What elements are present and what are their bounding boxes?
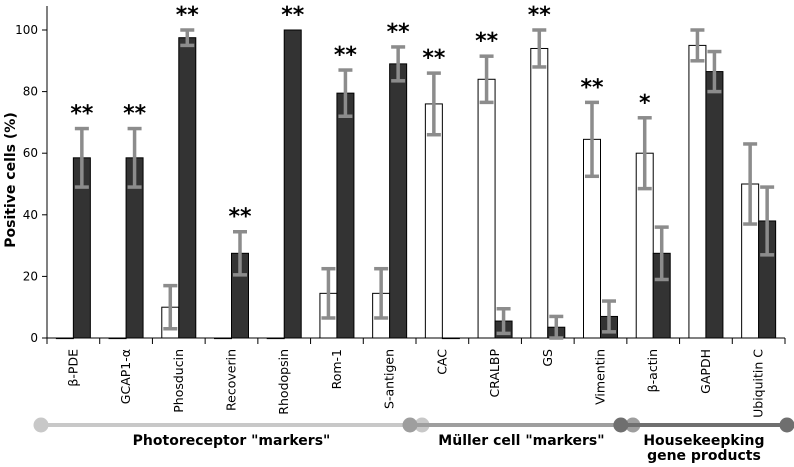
group-label: Müller cell "markers" bbox=[438, 433, 604, 449]
significance-marker: * bbox=[639, 91, 651, 116]
significance-markers: ** ********************* bbox=[70, 3, 651, 230]
y-tick-label: 100 bbox=[15, 23, 38, 37]
category-label: Phosducin bbox=[171, 349, 186, 413]
bar bbox=[283, 29, 302, 339]
bar bbox=[424, 103, 443, 339]
bar bbox=[705, 71, 724, 339]
bars bbox=[55, 29, 777, 340]
significance-marker: ** bbox=[228, 205, 252, 230]
category-labels: β-PDE GCAP1-α Phosducin Recoverin Rhodopsin R… bbox=[65, 349, 765, 418]
significance-marker: ** bbox=[580, 75, 604, 100]
significance-marker: ** bbox=[176, 3, 200, 28]
significance-marker: ** bbox=[528, 3, 552, 28]
group-brackets: Photoreceptor "markers" Müller cell "mark… bbox=[33, 417, 794, 464]
bar bbox=[336, 92, 355, 339]
category-label: GCAP1-α bbox=[118, 349, 133, 404]
error-bars bbox=[74, 28, 775, 340]
category-label: Recoverin bbox=[224, 349, 239, 411]
y-axis-label: Positive cells (%) bbox=[3, 112, 19, 247]
bar bbox=[266, 337, 285, 340]
significance-marker: ** bbox=[123, 102, 147, 127]
group-endpoint bbox=[613, 417, 629, 433]
bar bbox=[477, 78, 496, 339]
y-tick-label: 20 bbox=[23, 269, 38, 283]
bar bbox=[108, 337, 127, 340]
group-label: gene products bbox=[647, 448, 761, 464]
category-label: Ubiquitin C bbox=[751, 349, 766, 418]
group-endpoint bbox=[402, 417, 418, 433]
category-label: β-actin bbox=[645, 349, 660, 392]
bar bbox=[530, 47, 549, 339]
bar bbox=[688, 44, 707, 339]
category-label: Vimentin bbox=[593, 349, 608, 405]
bar bbox=[178, 37, 197, 339]
category-label: Rhodopsin bbox=[276, 349, 291, 415]
category-label: S-antigen bbox=[382, 349, 397, 409]
y-tick-label: 0 bbox=[30, 331, 38, 345]
bar bbox=[214, 337, 232, 340]
category-label: GAPDH bbox=[698, 349, 713, 394]
y-tick-label: 80 bbox=[23, 85, 38, 99]
category-label: CRALBP bbox=[487, 349, 502, 398]
bar bbox=[441, 337, 460, 340]
category-label: CAC bbox=[434, 349, 449, 375]
group-endpoint bbox=[779, 417, 794, 433]
group-endpoint bbox=[33, 417, 49, 433]
category-label: GS bbox=[540, 349, 555, 367]
significance-marker: ** bbox=[475, 29, 499, 54]
group-label: Photoreceptor "markers" bbox=[133, 433, 331, 449]
category-label: β-PDE bbox=[65, 349, 80, 387]
category-label: Rom-1 bbox=[329, 349, 344, 389]
group-label: Housekeepking bbox=[643, 433, 764, 449]
bar bbox=[55, 337, 74, 340]
significance-marker: ** bbox=[281, 3, 305, 28]
y-tick-label: 60 bbox=[23, 146, 38, 160]
bar bbox=[389, 63, 408, 339]
significance-marker: ** bbox=[422, 46, 446, 71]
significance-marker: ** bbox=[387, 20, 411, 45]
y-tick-label: 40 bbox=[23, 208, 38, 222]
significance-marker: ** bbox=[70, 102, 94, 127]
significance-marker: ** bbox=[334, 43, 358, 68]
